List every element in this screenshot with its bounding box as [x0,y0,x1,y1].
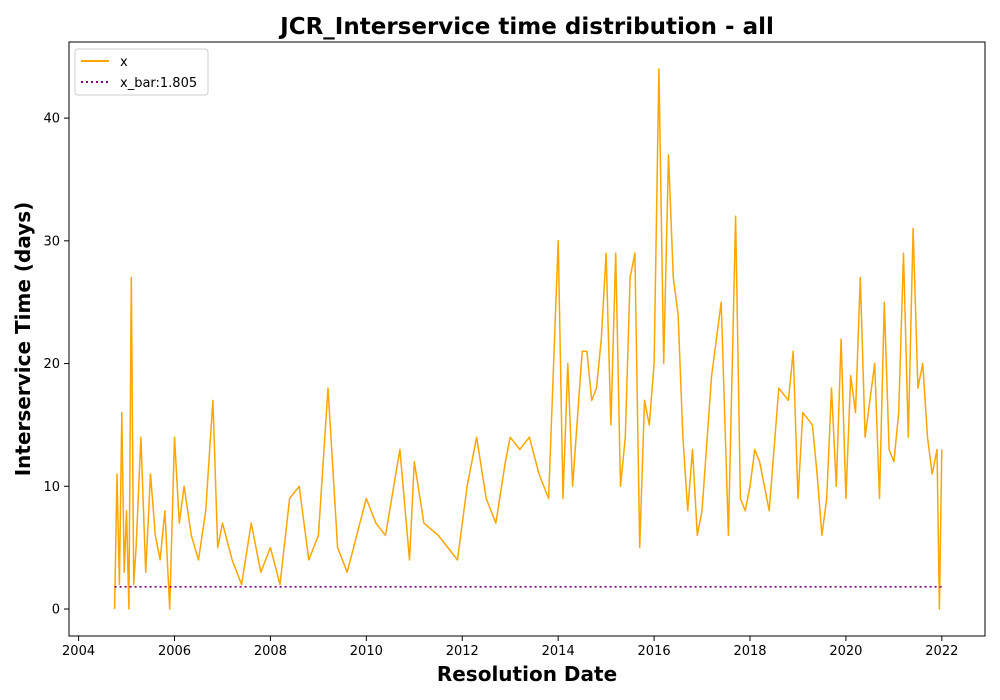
legend-label-x: x [120,55,128,70]
x-axis-label: Resolution Date [437,662,617,686]
x-axis-ticks: 2004 2006 2008 2010 2012 2014 2016 2018 2020 2022 [62,636,958,659]
axes-frame [68,41,986,637]
legend: x x_bar:1.805 [74,48,209,96]
series-line-x [113,68,943,610]
x-tick-label: 2010 [350,644,383,659]
y-tick-label: 20 [43,357,60,372]
series-layer [113,68,943,610]
plot-area: 2004 2006 2008 2010 2012 2014 2016 2018 2020 2022… [43,41,986,659]
y-tick-label: 30 [43,234,60,249]
x-tick-label: 2022 [925,644,958,659]
y-tick-label: 0 [52,603,60,618]
x-tick-label: 2018 [733,644,766,659]
x-tick-label: 2014 [542,644,575,659]
y-tick-label: 40 [43,112,60,127]
x-tick-label: 2020 [829,644,862,659]
x-tick-label: 2008 [254,644,287,659]
y-tick-label: 10 [43,480,60,495]
y-axis-ticks: 0 10 20 30 40 [43,112,69,618]
x-tick-label: 2006 [158,644,191,659]
chart-title: JCR_Interservice time distribution - all [278,14,774,40]
legend-label-x-bar: x_bar:1.805 [120,76,197,91]
x-tick-label: 2016 [638,644,671,659]
x-tick-label: 2004 [62,644,95,659]
y-axis-label: Interservice Time (days) [11,202,35,477]
x-tick-label: 2012 [446,644,479,659]
